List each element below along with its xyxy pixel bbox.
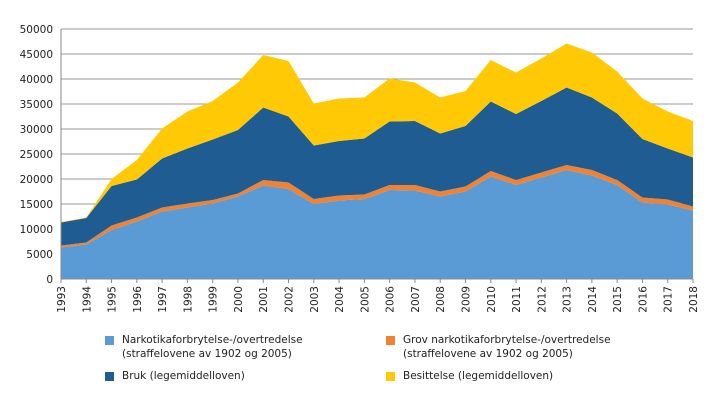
y-axis-tick-labels: 0 5000 10000 15000 20000 25000 30000 35000 40000…	[20, 24, 53, 286]
x-tick-label: 2003	[309, 286, 321, 313]
area-series-4	[61, 43, 693, 223]
legend-label: Besittelse (legemiddelloven)	[403, 370, 554, 382]
y-tick-label: 30000	[20, 124, 53, 136]
y-tick-label: 10000	[20, 224, 53, 236]
x-tick-label: 1994	[81, 286, 93, 313]
x-tick-label: 2014	[587, 286, 599, 313]
legend-label: Grov narkotikaforbrytelse-/overtredelse	[403, 334, 611, 346]
x-axis-tick-labels: 1993 1994 1995 1996 1997 1998 1999 2000 2001 2002…	[56, 286, 700, 313]
x-tick-label: 2018	[688, 286, 700, 313]
y-tick-label: 25000	[20, 149, 53, 161]
x-tick-label: 2013	[562, 286, 574, 313]
x-tick-label: 2012	[536, 286, 548, 313]
legend-label-sub: (straffelovene av 1902 og 2005)	[403, 348, 573, 360]
x-tick-label: 1995	[107, 286, 119, 313]
x-tick-label: 1999	[208, 286, 220, 313]
y-tick-label: 40000	[20, 74, 53, 86]
x-tick-label: 2007	[410, 286, 422, 313]
x-tick-label: 2000	[233, 286, 245, 313]
area-series-layer	[61, 43, 693, 279]
x-tick-label: 1997	[157, 286, 169, 313]
x-tick-label: 2010	[486, 286, 498, 313]
x-tick-label: 2017	[663, 286, 675, 313]
x-tick-label: 2004	[334, 286, 346, 313]
legend-label-sub: (straffelovene av 1902 og 2005)	[122, 348, 292, 360]
area-series-3	[61, 87, 693, 246]
x-tick-label: 1998	[182, 286, 194, 313]
area-series-2	[61, 165, 693, 248]
x-tick-label: 2015	[612, 286, 624, 313]
legend-swatch-dark-blue	[105, 372, 114, 381]
x-tick-label: 2009	[460, 286, 472, 313]
x-tick-label: 2001	[258, 286, 270, 313]
y-tick-label: 20000	[20, 174, 53, 186]
x-tick-label: 1993	[56, 286, 68, 313]
legend-swatch-light-blue	[105, 336, 114, 345]
legend-item-narkotikaforbrytelse: Narkotikaforbrytelse-/overtredelse (stra…	[105, 333, 303, 361]
y-tick-label: 15000	[20, 199, 53, 211]
y-tick-label: 5000	[26, 249, 53, 261]
area-series-1	[61, 170, 693, 279]
y-tick-label: 35000	[20, 99, 53, 111]
x-tick-label: 2011	[511, 286, 523, 313]
legend-label: Bruk (legemiddelloven)	[122, 370, 245, 382]
legend-swatch-yellow	[386, 372, 395, 381]
x-tick-label: 2016	[637, 286, 649, 313]
y-tick-label: 0	[46, 274, 53, 286]
x-tick-label: 1996	[132, 286, 144, 313]
x-tick-label: 2008	[435, 286, 447, 313]
legend-swatch-orange	[386, 336, 395, 345]
x-tick-label: 2006	[385, 286, 397, 313]
legend-item-bruk: Bruk (legemiddelloven)	[105, 369, 245, 383]
y-tick-label: 50000	[20, 24, 53, 36]
legend-item-besittelse: Besittelse (legemiddelloven)	[386, 369, 553, 383]
y-tick-label: 45000	[20, 49, 53, 61]
legend-label: Narkotikaforbrytelse-/overtredelse	[122, 334, 303, 346]
x-tick-label: 2005	[359, 286, 371, 313]
axes	[60, 29, 694, 283]
legend-item-grov-narkotikaforbrytelse: Grov narkotikaforbrytelse-/overtredelse …	[386, 333, 611, 361]
x-tick-label: 2002	[284, 286, 296, 313]
